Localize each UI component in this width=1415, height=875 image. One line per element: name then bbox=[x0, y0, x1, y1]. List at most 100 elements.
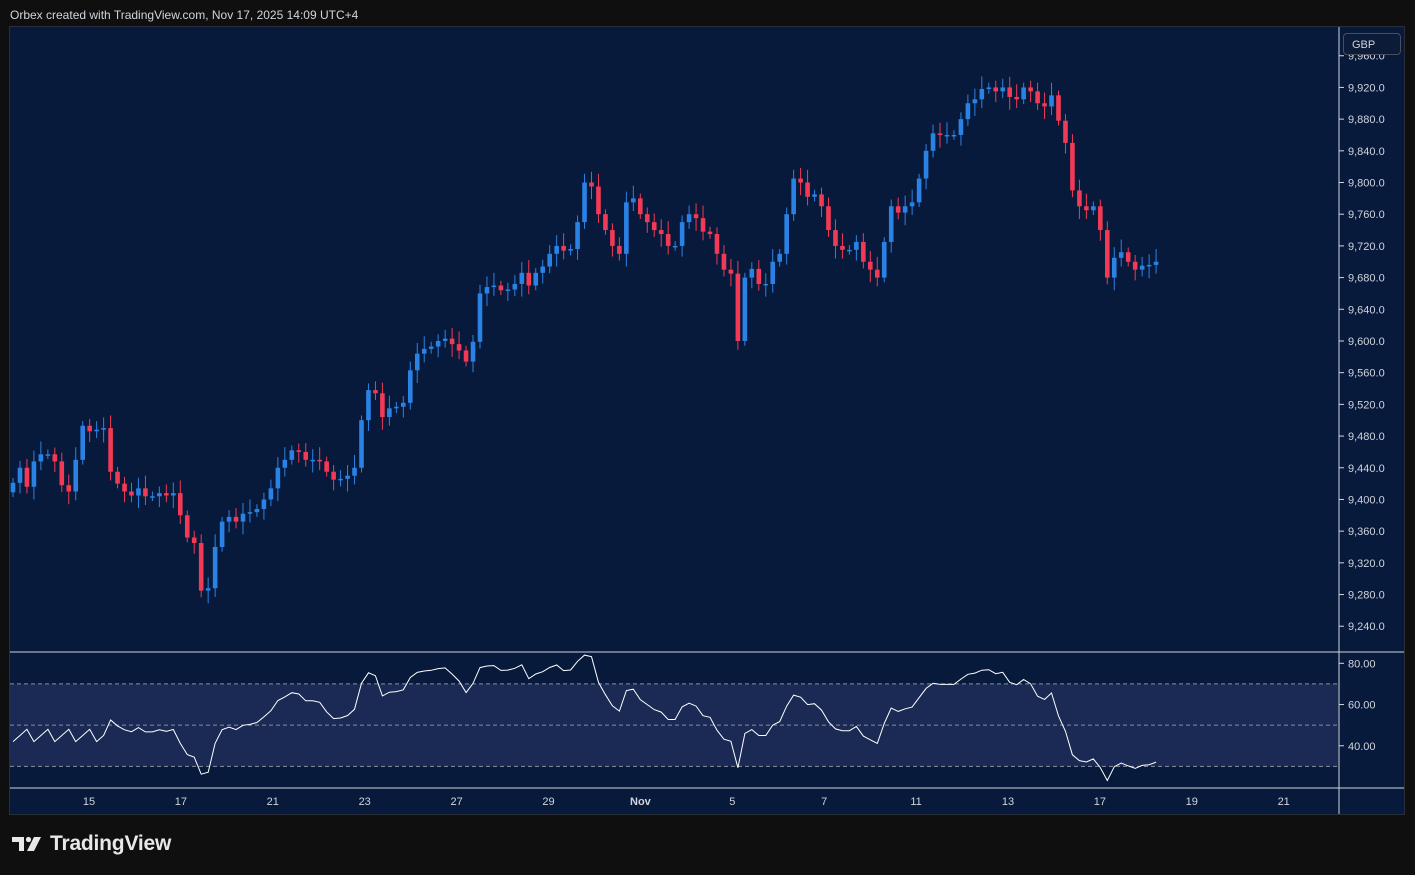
candle-body bbox=[512, 283, 518, 290]
candle bbox=[233, 508, 239, 529]
candle bbox=[387, 395, 392, 426]
brand-footer: TradingView bbox=[12, 832, 171, 856]
candle-body bbox=[784, 214, 789, 254]
candle bbox=[421, 336, 427, 363]
price-tick-label: 9,680.0 bbox=[1348, 273, 1385, 285]
candle bbox=[735, 260, 741, 350]
rsi-tick-label: 60.00 bbox=[1348, 700, 1376, 712]
candle bbox=[394, 401, 399, 414]
candle-body bbox=[449, 338, 455, 345]
candle bbox=[707, 226, 713, 239]
candle-body bbox=[324, 461, 329, 472]
candle bbox=[972, 88, 978, 116]
candle bbox=[617, 237, 622, 261]
price-tick-label: 9,800.0 bbox=[1348, 178, 1385, 190]
candle-body bbox=[972, 99, 978, 104]
time-tick-label: 27 bbox=[450, 796, 462, 808]
candle bbox=[881, 237, 887, 283]
candle-body bbox=[533, 272, 539, 286]
candle-body bbox=[617, 245, 622, 254]
candle-body bbox=[247, 512, 253, 514]
candle bbox=[568, 244, 573, 256]
candle-body bbox=[951, 134, 957, 137]
candle bbox=[282, 447, 288, 477]
candle-body bbox=[1035, 91, 1040, 104]
candle bbox=[923, 144, 929, 190]
candle bbox=[491, 272, 497, 296]
candle-body bbox=[94, 429, 99, 432]
candle bbox=[129, 482, 134, 503]
candle-body bbox=[582, 182, 587, 223]
candle-body bbox=[700, 218, 706, 232]
candle-body bbox=[1063, 120, 1068, 143]
candle bbox=[1104, 221, 1110, 285]
candle-body bbox=[631, 198, 636, 203]
candle-body bbox=[240, 513, 246, 522]
candle bbox=[177, 480, 183, 525]
candle-body bbox=[826, 206, 831, 231]
candle-body bbox=[554, 245, 559, 254]
grid-layer bbox=[10, 27, 1404, 814]
candle-body bbox=[603, 214, 608, 231]
candle bbox=[87, 419, 92, 443]
candle-body bbox=[728, 269, 734, 274]
candle bbox=[749, 262, 755, 289]
candle-body bbox=[59, 461, 65, 486]
candle bbox=[1000, 78, 1006, 99]
price-tick-label: 9,920.0 bbox=[1348, 82, 1385, 94]
candle bbox=[575, 215, 580, 260]
candle bbox=[17, 461, 23, 494]
candle bbox=[658, 219, 664, 247]
candle-body bbox=[638, 198, 643, 215]
time-tick-label: Nov bbox=[630, 796, 652, 808]
candle-body bbox=[1007, 87, 1013, 97]
price-tick-label: 9,720.0 bbox=[1348, 241, 1385, 253]
price-tick-label: 9,600.0 bbox=[1348, 336, 1385, 348]
currency-badge[interactable]: GBP bbox=[1343, 33, 1401, 55]
candle-body bbox=[916, 178, 922, 203]
candle-body bbox=[993, 87, 999, 92]
candle bbox=[819, 187, 824, 217]
candle bbox=[191, 530, 197, 554]
time-tick-label: 17 bbox=[1094, 796, 1106, 808]
candle-body bbox=[387, 408, 392, 418]
candle bbox=[638, 193, 643, 219]
candle bbox=[184, 510, 190, 543]
candle-body bbox=[644, 214, 650, 223]
candle-body bbox=[868, 261, 873, 270]
time-tick-label: 5 bbox=[729, 796, 735, 808]
candle bbox=[554, 235, 559, 267]
candle bbox=[700, 205, 706, 241]
price-tick-label: 9,840.0 bbox=[1348, 146, 1385, 158]
candle-body bbox=[303, 451, 309, 460]
candle-body bbox=[1146, 264, 1152, 267]
time-tick-label: 7 bbox=[821, 796, 827, 808]
candle bbox=[1077, 179, 1082, 219]
candle bbox=[317, 447, 322, 471]
candle-body bbox=[547, 253, 552, 267]
candle bbox=[164, 484, 169, 503]
candle-body bbox=[721, 253, 727, 270]
candle-body bbox=[289, 450, 295, 460]
candle-body bbox=[254, 508, 260, 513]
candle bbox=[930, 124, 936, 158]
candle bbox=[366, 383, 371, 431]
candle-body bbox=[226, 516, 232, 522]
candle bbox=[589, 171, 594, 200]
candle-body bbox=[540, 266, 546, 273]
rsi-axis: 80.00 60.00 40.00 bbox=[1339, 658, 1376, 753]
candle bbox=[150, 491, 155, 502]
candle bbox=[714, 227, 720, 265]
candle bbox=[289, 445, 295, 465]
candle bbox=[993, 80, 999, 103]
candle-body bbox=[798, 178, 803, 183]
candle bbox=[763, 273, 769, 297]
candle-body bbox=[184, 515, 190, 538]
candle-body bbox=[80, 425, 85, 460]
price-tick-label: 9,480.0 bbox=[1348, 431, 1385, 443]
candle bbox=[721, 245, 727, 277]
candle bbox=[296, 443, 302, 463]
candle-body bbox=[129, 491, 134, 496]
candle-body bbox=[401, 402, 406, 407]
